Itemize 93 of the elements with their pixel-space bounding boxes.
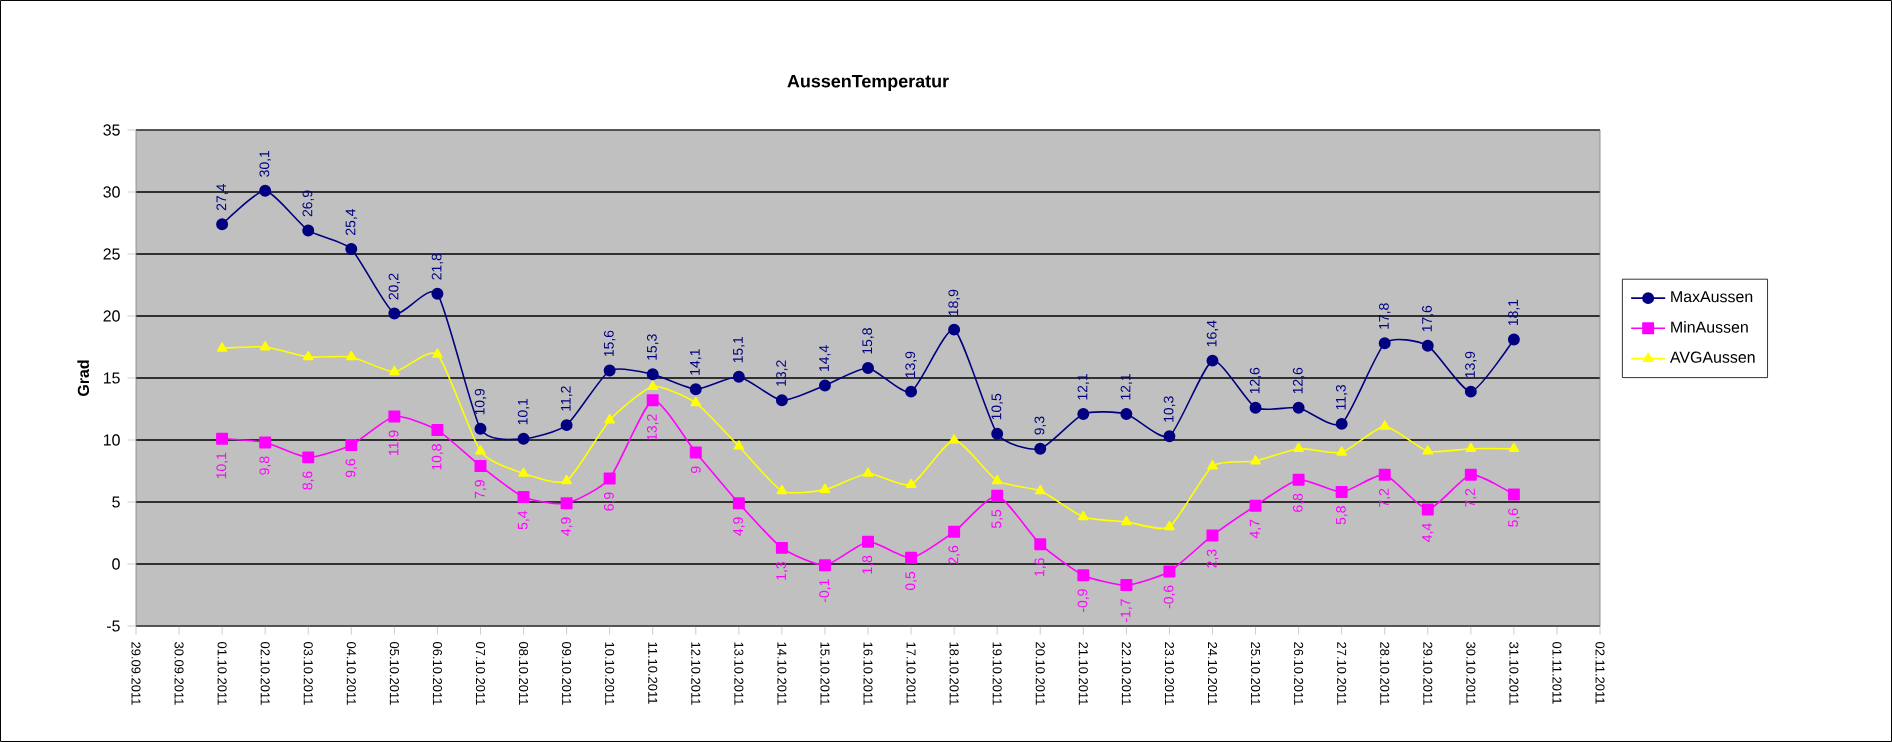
point: [818, 559, 831, 572]
point: [1164, 520, 1175, 531]
point: [1421, 503, 1434, 516]
point: [216, 342, 228, 352]
point: [1249, 401, 1262, 414]
point: [432, 348, 443, 358]
point: [1206, 354, 1219, 367]
point: [1121, 515, 1132, 526]
chart-title: AussenTemperatur: [787, 74, 949, 92]
point: [689, 446, 702, 459]
point: [1336, 446, 1347, 456]
point: [862, 362, 874, 375]
point: [345, 438, 358, 451]
point: [216, 432, 229, 445]
point: [475, 445, 486, 455]
point: [775, 394, 788, 407]
point: [1379, 420, 1390, 430]
point: [1335, 417, 1348, 430]
point: [1250, 455, 1261, 465]
point: [259, 436, 272, 449]
point: [905, 478, 917, 489]
point: [1422, 445, 1434, 455]
point: [1464, 385, 1477, 398]
point: [647, 380, 658, 391]
point: [733, 440, 745, 450]
point: [1034, 442, 1047, 455]
point: [474, 422, 487, 435]
point: [1507, 333, 1520, 346]
point: [561, 474, 572, 485]
point: [991, 489, 1004, 502]
point: [1293, 442, 1304, 453]
point: [346, 350, 357, 361]
point: [819, 483, 831, 493]
point: [905, 385, 918, 398]
point: [604, 414, 615, 424]
point: [517, 491, 530, 504]
point: [345, 243, 358, 256]
point: [948, 525, 961, 538]
point: [1034, 484, 1046, 495]
point: [732, 497, 745, 510]
point: [1507, 488, 1520, 501]
point: [560, 419, 573, 432]
point: [1120, 579, 1133, 592]
point: [1378, 337, 1391, 350]
point: [560, 497, 573, 510]
point: [948, 434, 960, 444]
point: [302, 350, 314, 361]
point: [1077, 407, 1090, 420]
point: [1335, 486, 1348, 499]
point: [1077, 569, 1090, 582]
point: [1292, 401, 1305, 414]
point: [1034, 538, 1047, 551]
point: [1207, 460, 1218, 470]
point: [1421, 339, 1434, 352]
point: [1120, 407, 1133, 420]
point: [1163, 565, 1176, 578]
point: [1292, 473, 1305, 486]
point: [905, 551, 918, 564]
point: [431, 424, 444, 437]
point: [1378, 468, 1391, 481]
point: [302, 224, 315, 237]
point: [517, 432, 530, 445]
point: [603, 364, 616, 377]
point: [646, 394, 659, 407]
point: [1465, 442, 1477, 453]
point: [603, 472, 616, 485]
point: [1508, 442, 1520, 453]
point: [1078, 510, 1089, 521]
point: [1464, 468, 1477, 481]
point: [259, 341, 271, 351]
point: [1249, 499, 1262, 512]
point: [991, 474, 1003, 485]
point: [818, 379, 831, 392]
point: [388, 307, 401, 320]
point: [689, 383, 702, 396]
point: [690, 396, 702, 407]
point: [216, 218, 229, 231]
point: [259, 184, 272, 197]
point: [948, 323, 961, 336]
point: [389, 365, 400, 376]
point: [431, 287, 444, 300]
point: [474, 460, 487, 473]
point: [646, 368, 659, 381]
point: [776, 484, 788, 495]
point: [775, 541, 788, 554]
point: [1163, 430, 1176, 443]
point: [388, 410, 401, 423]
point: [302, 451, 315, 464]
point: [862, 467, 874, 477]
point: [732, 370, 745, 383]
point: [991, 427, 1004, 440]
point: [862, 535, 874, 548]
point: [518, 467, 529, 477]
